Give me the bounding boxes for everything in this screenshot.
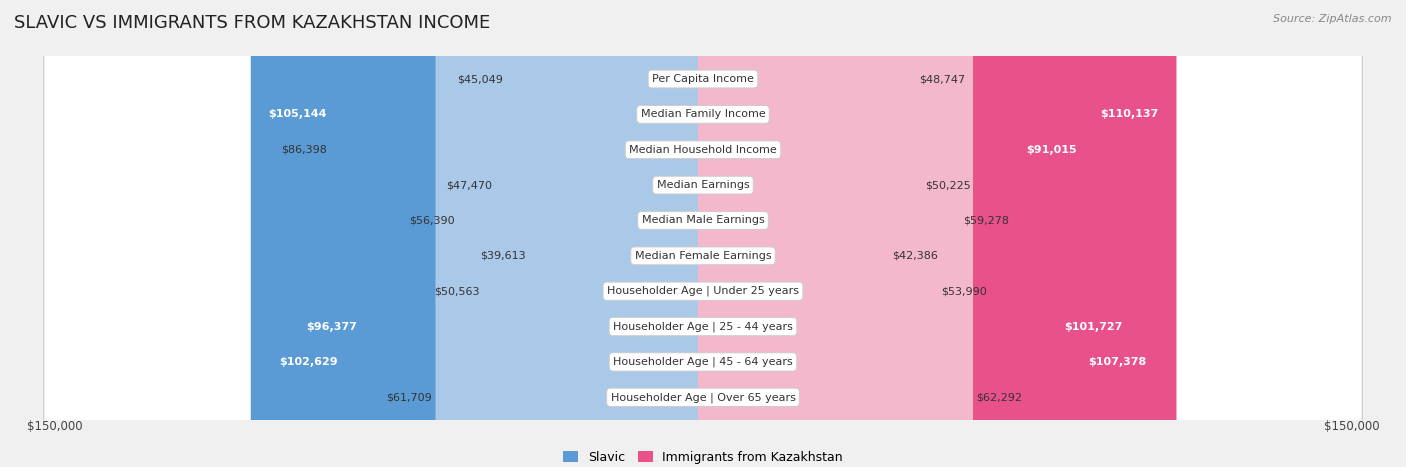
FancyBboxPatch shape [436,0,709,467]
FancyBboxPatch shape [530,0,709,467]
Text: Householder Age | Over 65 years: Householder Age | Over 65 years [610,392,796,403]
FancyBboxPatch shape [458,0,709,467]
FancyBboxPatch shape [697,0,1164,467]
FancyBboxPatch shape [496,0,709,467]
Text: Per Capita Income: Per Capita Income [652,74,754,84]
FancyBboxPatch shape [506,0,709,467]
FancyBboxPatch shape [44,0,1362,467]
FancyBboxPatch shape [697,0,922,467]
Text: $50,225: $50,225 [925,180,972,190]
FancyBboxPatch shape [330,0,709,467]
Text: $101,727: $101,727 [1064,322,1123,332]
Text: $39,613: $39,613 [481,251,526,261]
FancyBboxPatch shape [44,0,1362,467]
Text: Source: ZipAtlas.com: Source: ZipAtlas.com [1274,14,1392,24]
FancyBboxPatch shape [697,0,973,467]
Text: $150,000: $150,000 [27,420,83,433]
FancyBboxPatch shape [44,0,1362,467]
FancyBboxPatch shape [697,0,960,467]
Legend: Slavic, Immigrants from Kazakhstan: Slavic, Immigrants from Kazakhstan [558,446,848,467]
FancyBboxPatch shape [44,0,1362,467]
Text: SLAVIC VS IMMIGRANTS FROM KAZAKHSTAN INCOME: SLAVIC VS IMMIGRANTS FROM KAZAKHSTAN INC… [14,14,491,32]
Text: $50,563: $50,563 [434,286,479,296]
FancyBboxPatch shape [288,0,709,467]
FancyBboxPatch shape [44,0,1362,467]
Text: $42,386: $42,386 [891,251,938,261]
Text: $150,000: $150,000 [1323,420,1379,433]
Text: $47,470: $47,470 [447,180,492,190]
Text: $45,049: $45,049 [457,74,503,84]
FancyBboxPatch shape [44,0,1362,467]
Text: $62,292: $62,292 [976,392,1022,402]
Text: $102,629: $102,629 [280,357,337,367]
Text: $86,398: $86,398 [281,145,328,155]
FancyBboxPatch shape [44,0,1362,467]
Text: $105,144: $105,144 [269,109,328,120]
Text: Median Female Earnings: Median Female Earnings [634,251,772,261]
Text: $59,278: $59,278 [963,215,1010,226]
FancyBboxPatch shape [697,0,1095,467]
Text: Median Earnings: Median Earnings [657,180,749,190]
Text: $48,747: $48,747 [918,74,965,84]
Text: Householder Age | 25 - 44 years: Householder Age | 25 - 44 years [613,321,793,332]
FancyBboxPatch shape [250,0,709,467]
FancyBboxPatch shape [44,0,1362,467]
Text: Median Family Income: Median Family Income [641,109,765,120]
FancyBboxPatch shape [262,0,709,467]
Text: Householder Age | 45 - 64 years: Householder Age | 45 - 64 years [613,357,793,367]
Text: $107,378: $107,378 [1088,357,1147,367]
FancyBboxPatch shape [44,0,1362,467]
FancyBboxPatch shape [697,0,889,467]
FancyBboxPatch shape [44,0,1362,467]
FancyBboxPatch shape [697,0,938,467]
FancyBboxPatch shape [697,0,1140,467]
Text: $91,015: $91,015 [1026,145,1077,155]
Text: $110,137: $110,137 [1101,109,1159,120]
Text: $56,390: $56,390 [409,215,454,226]
FancyBboxPatch shape [697,0,1177,467]
FancyBboxPatch shape [482,0,709,467]
Text: $61,709: $61,709 [387,392,432,402]
Text: $53,990: $53,990 [941,286,987,296]
Text: Median Male Earnings: Median Male Earnings [641,215,765,226]
FancyBboxPatch shape [697,0,915,467]
Text: Median Household Income: Median Household Income [628,145,778,155]
Text: $96,377: $96,377 [307,322,357,332]
Text: Householder Age | Under 25 years: Householder Age | Under 25 years [607,286,799,297]
